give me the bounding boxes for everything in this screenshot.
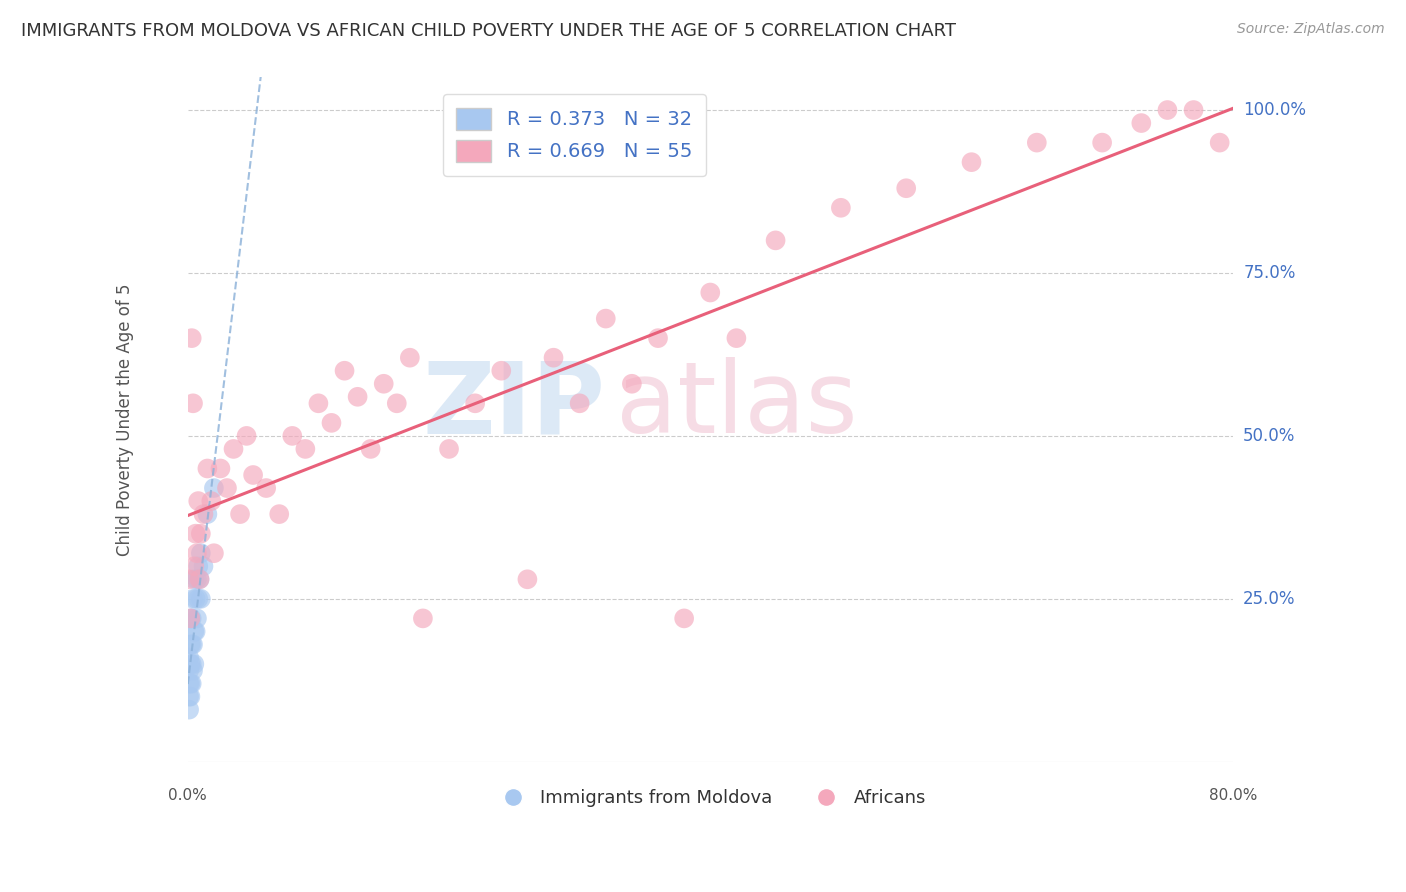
Point — [699, 285, 721, 300]
Text: Child Poverty Under the Age of 5: Child Poverty Under the Age of 5 — [117, 284, 134, 556]
Text: 25.0%: 25.0% — [1243, 590, 1296, 607]
Point — [184, 526, 207, 541]
Point — [179, 611, 201, 625]
Point — [765, 233, 787, 247]
Point — [647, 331, 669, 345]
Point — [333, 364, 356, 378]
Point — [385, 396, 408, 410]
Point — [254, 481, 277, 495]
Point — [180, 611, 202, 625]
Point — [186, 611, 208, 625]
Point — [1130, 116, 1153, 130]
Point — [187, 559, 209, 574]
Point — [1208, 136, 1230, 150]
Point — [197, 507, 219, 521]
Point — [235, 429, 257, 443]
Point — [281, 429, 304, 443]
Point — [181, 396, 204, 410]
Point — [179, 676, 201, 690]
Point — [725, 331, 748, 345]
Point — [183, 657, 205, 671]
Point — [181, 591, 204, 606]
Text: 80.0%: 80.0% — [1209, 788, 1257, 803]
Point — [181, 664, 204, 678]
Point — [180, 657, 202, 671]
Text: 0.0%: 0.0% — [169, 788, 207, 803]
Point — [177, 572, 200, 586]
Point — [543, 351, 565, 365]
Point — [1182, 103, 1205, 117]
Point — [516, 572, 538, 586]
Point — [180, 637, 202, 651]
Point — [184, 591, 207, 606]
Point — [321, 416, 343, 430]
Point — [197, 461, 219, 475]
Point — [229, 507, 252, 521]
Point — [177, 676, 200, 690]
Point — [179, 690, 201, 704]
Point — [491, 364, 513, 378]
Point — [177, 664, 200, 678]
Point — [193, 507, 215, 521]
Point — [179, 657, 201, 671]
Point — [1091, 136, 1114, 150]
Point — [399, 351, 422, 365]
Point — [960, 155, 983, 169]
Point — [568, 396, 591, 410]
Point — [412, 611, 434, 625]
Text: 75.0%: 75.0% — [1243, 264, 1295, 282]
Point — [179, 611, 201, 625]
Point — [830, 201, 852, 215]
Point — [177, 650, 200, 665]
Point — [193, 559, 215, 574]
Point — [187, 591, 209, 606]
Text: Source: ZipAtlas.com: Source: ZipAtlas.com — [1237, 22, 1385, 37]
Point — [190, 526, 212, 541]
Text: 50.0%: 50.0% — [1243, 427, 1295, 445]
Point — [269, 507, 291, 521]
Point — [190, 591, 212, 606]
Point — [202, 481, 225, 495]
Point — [188, 572, 211, 586]
Point — [896, 181, 918, 195]
Point — [186, 546, 208, 560]
Text: IMMIGRANTS FROM MOLDOVA VS AFRICAN CHILD POVERTY UNDER THE AGE OF 5 CORRELATION : IMMIGRANTS FROM MOLDOVA VS AFRICAN CHILD… — [21, 22, 956, 40]
Point — [179, 637, 201, 651]
Point — [183, 559, 205, 574]
Point — [620, 376, 643, 391]
Point — [183, 624, 205, 639]
Point — [360, 442, 382, 456]
Point — [188, 572, 211, 586]
Point — [180, 676, 202, 690]
Point — [183, 572, 205, 586]
Point — [177, 690, 200, 704]
Text: ZIP: ZIP — [423, 358, 606, 454]
Point — [181, 637, 204, 651]
Point — [202, 546, 225, 560]
Point — [294, 442, 316, 456]
Point — [177, 703, 200, 717]
Point — [1156, 103, 1178, 117]
Point — [242, 468, 264, 483]
Point — [437, 442, 460, 456]
Point — [190, 546, 212, 560]
Point — [187, 494, 209, 508]
Point — [373, 376, 395, 391]
Point — [464, 396, 486, 410]
Text: atlas: atlas — [616, 358, 858, 454]
Point — [595, 311, 617, 326]
Point — [184, 624, 207, 639]
Legend: Immigrants from Moldova, Africans: Immigrants from Moldova, Africans — [488, 782, 934, 814]
Text: 100.0%: 100.0% — [1243, 101, 1306, 119]
Point — [346, 390, 368, 404]
Point — [222, 442, 245, 456]
Point — [1025, 136, 1047, 150]
Point — [200, 494, 222, 508]
Point — [307, 396, 329, 410]
Point — [209, 461, 232, 475]
Point — [186, 572, 208, 586]
Point — [673, 611, 696, 625]
Point — [180, 331, 202, 345]
Point — [215, 481, 238, 495]
